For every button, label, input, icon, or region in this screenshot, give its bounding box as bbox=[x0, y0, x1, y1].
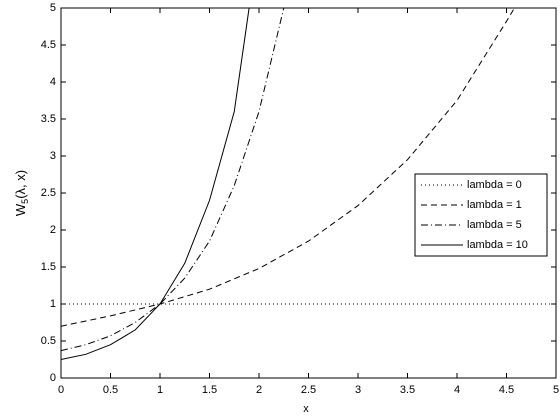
y-label-rest: (λ, x) bbox=[13, 170, 28, 199]
y-tick-label: 1.5 bbox=[41, 261, 56, 273]
y-tick-label: 4.5 bbox=[41, 39, 56, 51]
x-axis-label: x bbox=[303, 403, 309, 415]
y-tick-label: 2 bbox=[50, 224, 56, 236]
x-tick-label: 2.5 bbox=[301, 384, 316, 396]
legend-label: lambda = 0 bbox=[467, 179, 522, 191]
x-tick-label: 0 bbox=[58, 384, 64, 396]
y-axis-label: W5(λ, x) bbox=[13, 170, 30, 216]
x-tick-label: 5 bbox=[553, 384, 559, 396]
legend-box bbox=[414, 173, 548, 257]
x-tick-label: 1.5 bbox=[202, 384, 217, 396]
x-tick-label: 4 bbox=[454, 384, 460, 396]
legend-label: lambda = 5 bbox=[467, 219, 522, 231]
x-tick-label: 0.5 bbox=[103, 384, 118, 396]
y-tick-label: 0 bbox=[50, 372, 56, 384]
y-tick-label: 2.5 bbox=[41, 187, 56, 199]
legend-label: lambda = 10 bbox=[467, 239, 528, 251]
line-series bbox=[60, 7, 515, 327]
y-tick-label: 4 bbox=[50, 76, 56, 88]
y-tick-label: 3.5 bbox=[41, 113, 56, 125]
legend-label: lambda = 1 bbox=[467, 199, 522, 211]
x-tick-label: 4.5 bbox=[499, 384, 514, 396]
x-tick-label: 1 bbox=[157, 384, 163, 396]
y-tick-label: 3 bbox=[50, 150, 56, 162]
y-label-main: W bbox=[13, 203, 28, 216]
x-tick-label: 3.5 bbox=[400, 384, 415, 396]
y-label-sub: 5 bbox=[20, 199, 30, 204]
y-tick-label: 0.5 bbox=[41, 335, 56, 347]
y-tick-label: 1 bbox=[50, 298, 56, 310]
x-tick-label: 3 bbox=[355, 384, 361, 396]
line-series bbox=[60, 7, 250, 360]
x-tick-label: 2 bbox=[256, 384, 262, 396]
line-series bbox=[60, 7, 285, 352]
y-tick-label: 5 bbox=[50, 2, 56, 14]
